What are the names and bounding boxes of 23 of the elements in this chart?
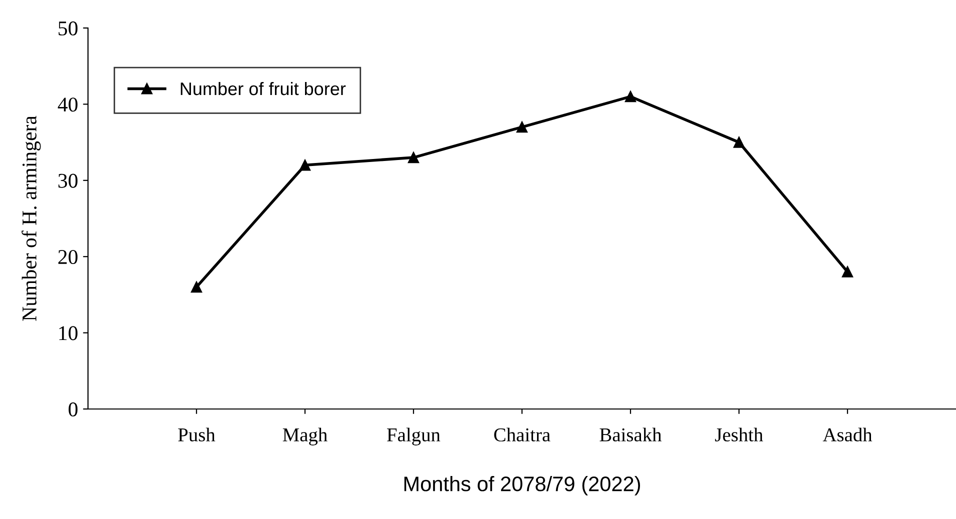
x-tick-label: Push: [178, 428, 216, 442]
x-tick-label: Jeshth: [715, 428, 764, 442]
y-tick-label: 30: [58, 174, 78, 188]
x-tick-label: Magh: [282, 428, 328, 446]
y-tick-label: 10: [59, 326, 78, 340]
y-tick-label: 20: [58, 250, 78, 264]
y-tick-label: 0: [68, 402, 78, 416]
y-tick-label: 50: [58, 21, 78, 36]
x-tick-label: Baisakh: [600, 428, 662, 442]
point: [733, 136, 745, 148]
x-axis-title: Months of 2078/79 (2022): [404, 476, 640, 496]
y-axis-title: Number of H. armingera: [22, 116, 41, 321]
x-tick-label: Chaitra: [494, 428, 550, 442]
x-tick-label: Asadh: [822, 428, 872, 442]
point: [299, 160, 311, 171]
y-tick-label: 40: [58, 98, 78, 112]
point: [190, 282, 202, 293]
point: [842, 266, 854, 278]
point: [408, 152, 420, 164]
x-tick-label: Falgun: [387, 428, 440, 446]
point: [624, 91, 636, 102]
legend-label: Number of fruit borer: [180, 82, 346, 96]
point: [516, 122, 528, 133]
